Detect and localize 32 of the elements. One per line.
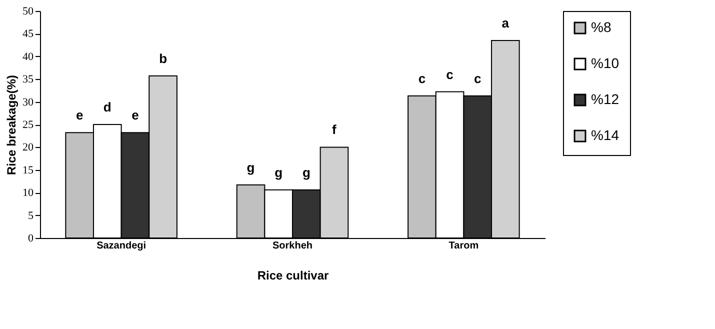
data-label: d xyxy=(103,100,112,114)
y-tick-label: 25 xyxy=(22,119,34,131)
legend-label: %14 xyxy=(591,127,620,143)
legend-label: %12 xyxy=(591,91,620,107)
y-tick-label: 0 xyxy=(28,232,34,244)
data-label: g xyxy=(274,164,283,180)
data-label: c xyxy=(446,66,454,82)
data-label: a xyxy=(502,16,510,31)
legend-label: %10 xyxy=(591,55,620,71)
y-tick-label: 45 xyxy=(22,28,34,40)
y-tick-label: 5 xyxy=(28,210,34,222)
y-tick-label: 40 xyxy=(22,50,34,63)
legend-label: %8 xyxy=(591,19,612,35)
x-tick-label: Tarom xyxy=(448,240,479,252)
x-tick-label: Sazandegi xyxy=(96,240,146,252)
y-tick-label: 20 xyxy=(22,142,34,154)
data-label: b xyxy=(159,50,168,66)
data-label: c xyxy=(474,70,482,86)
data-label: g xyxy=(246,160,255,175)
data-label: e xyxy=(76,108,84,123)
data-label: f xyxy=(332,122,338,138)
data-label: c xyxy=(418,70,426,86)
x-axis-title: Rice cultivar xyxy=(257,268,330,282)
y-tick-label: 30 xyxy=(22,96,34,108)
y-tick-label: 50 xyxy=(22,6,34,18)
y-axis-title: Rice breakage(%) xyxy=(4,74,18,176)
data-label: e xyxy=(132,108,139,123)
y-tick-label: 35 xyxy=(22,74,34,86)
y-tick-label: 15 xyxy=(22,164,34,176)
data-label: g xyxy=(302,164,310,180)
y-tick-label: 10 xyxy=(22,187,34,200)
x-tick-label: Sorkheh xyxy=(272,240,313,252)
